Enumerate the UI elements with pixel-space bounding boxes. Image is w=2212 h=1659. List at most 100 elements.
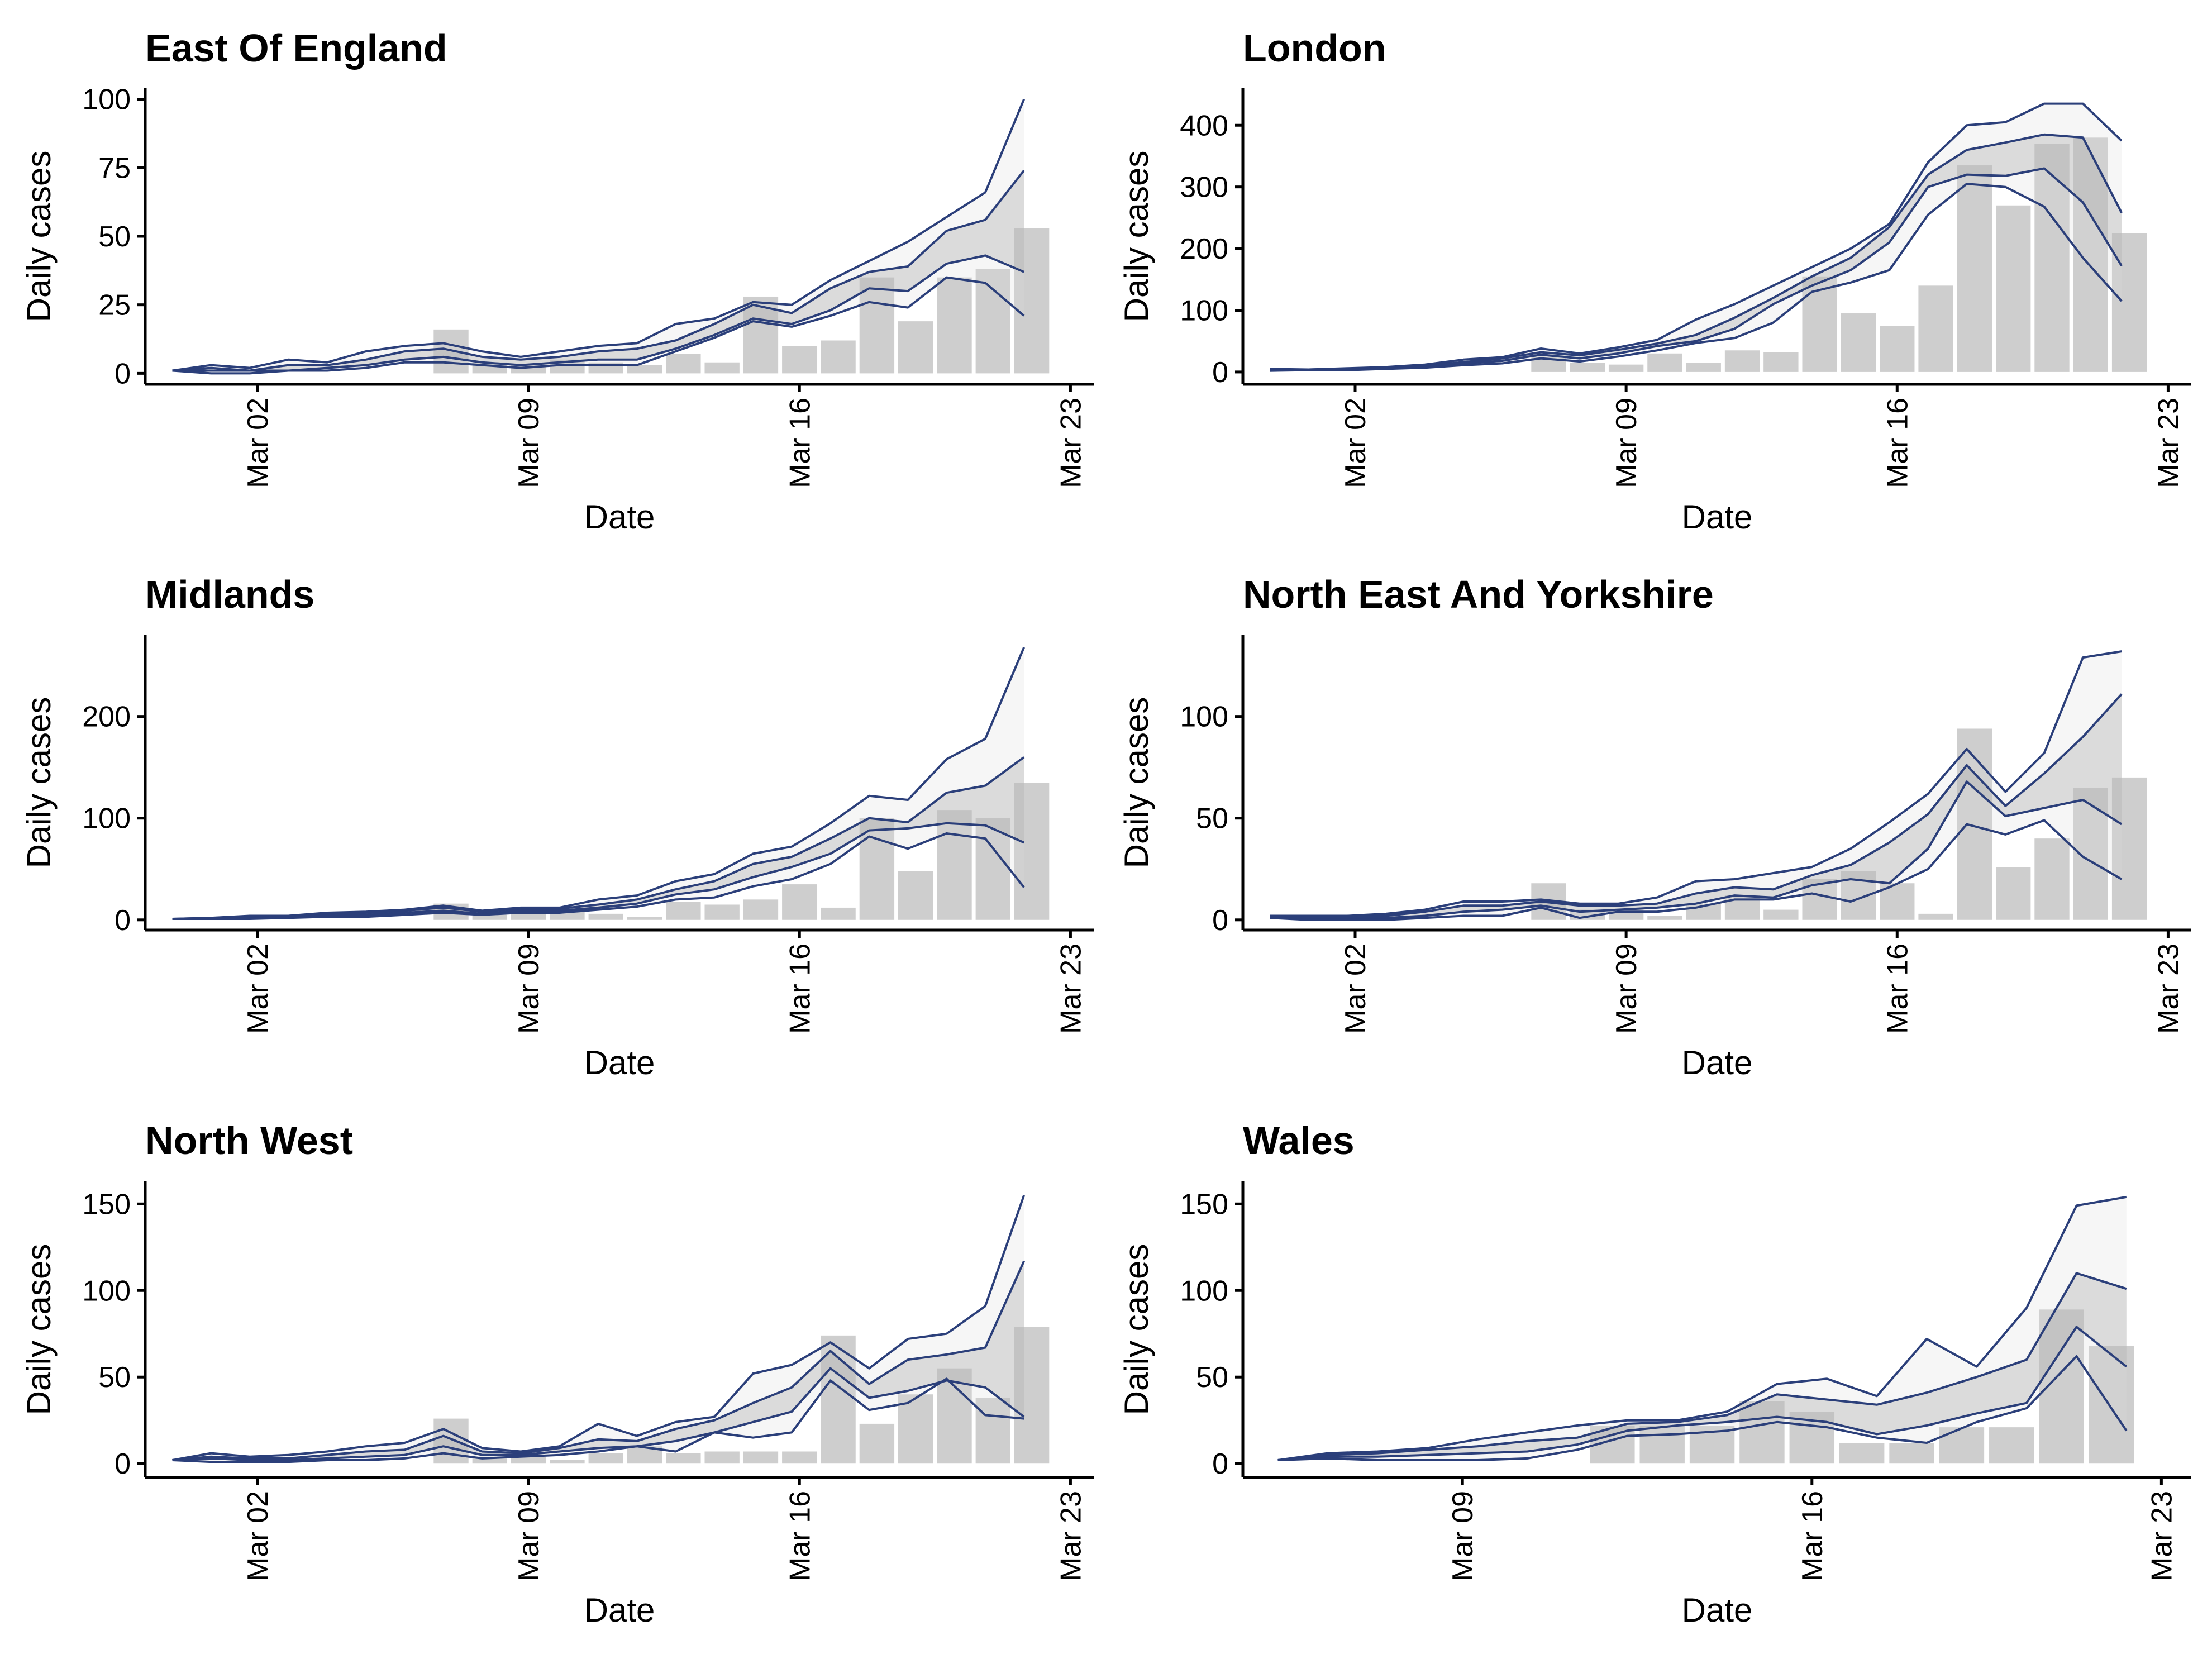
bar [1647, 916, 1682, 920]
x-axis-title: Date [1682, 1044, 1753, 1081]
panel-title: London [1243, 26, 1386, 70]
line-upper50 [172, 169, 1025, 372]
line-upper90 [172, 98, 1026, 372]
panel-title: Wales [1243, 1119, 1355, 1162]
bar [975, 269, 1010, 374]
y-tick-label: 100 [1180, 701, 1228, 733]
band-90 [172, 99, 1024, 374]
x-tick-label: Mar 16 [1796, 1491, 1829, 1581]
bar [898, 871, 933, 920]
x-tick-label: Mar 23 [1055, 943, 1087, 1034]
line-lower90 [172, 1377, 1024, 1463]
bar [859, 277, 895, 374]
bar [1639, 1426, 1685, 1464]
band-90 [172, 647, 1024, 919]
x-tick-label: Mar 23 [2152, 398, 2185, 488]
panel-2: London 0 100 200 300 400 Mar 02 Mar 09 Mar 16 Mar… [1118, 26, 2191, 536]
line-upper90 [1270, 650, 2122, 917]
bar [472, 914, 508, 920]
y-tick-label: 50 [98, 1361, 131, 1394]
bar [859, 1423, 895, 1464]
y-tick-label: 0 [1212, 904, 1228, 937]
bar [511, 1456, 546, 1464]
band-90 [172, 1195, 1024, 1462]
bar [511, 913, 546, 920]
line-upper50 [172, 756, 1025, 920]
band-50 [1270, 694, 2122, 918]
y-axis-title: Daily cases [1118, 697, 1155, 869]
bar [550, 1460, 585, 1464]
bar [1763, 909, 1799, 920]
y-tick-label: 200 [82, 701, 131, 733]
bar [821, 907, 856, 920]
bar [782, 346, 817, 374]
bar [1957, 165, 1992, 372]
line-lower90 [172, 276, 1025, 375]
panel-4: North East And Yorkshire 0 50 100 Mar 02 Mar … [1118, 573, 2191, 1081]
bar [937, 277, 972, 374]
x-axis-title: Date [1682, 1591, 1753, 1629]
x-tick-label: Mar 02 [242, 1491, 274, 1581]
panel-title: North West [145, 1119, 353, 1162]
x-tick-label: Mar 16 [1881, 943, 1914, 1034]
x-tick-label: Mar 02 [1339, 398, 1372, 488]
x-tick-label: Mar 09 [513, 1491, 545, 1581]
y-axis-title: Daily cases [20, 1244, 58, 1415]
y-tick-label: 50 [1196, 803, 1228, 835]
bar [782, 884, 817, 920]
bar [1608, 364, 1644, 372]
bar [1014, 228, 1050, 374]
bar [704, 904, 740, 920]
panel-1: East Of England 0 25 50 75 100 Mar 02 Mar 09 Mar… [20, 26, 1094, 536]
bar [1841, 313, 1876, 372]
line-lower90 [172, 832, 1025, 920]
panel-title: North East And Yorkshire [1243, 573, 1714, 616]
x-tick-label: Mar 09 [513, 398, 545, 488]
bar [1647, 353, 1682, 372]
bar [666, 354, 701, 374]
bar [627, 917, 662, 920]
y-tick-label: 150 [1180, 1188, 1228, 1221]
y-tick-label: 75 [98, 152, 131, 184]
line-upper90 [172, 647, 1026, 920]
y-tick-label: 400 [1180, 109, 1228, 142]
y-tick-label: 100 [82, 84, 131, 116]
bar [782, 1451, 817, 1464]
x-tick-label: Mar 02 [242, 943, 274, 1034]
x-tick-label: Mar 23 [1055, 1491, 1087, 1581]
x-tick-label: Mar 16 [1881, 398, 1914, 488]
line-upper50 [1277, 1272, 2127, 1461]
bar [1918, 913, 1953, 920]
line-upper90 [172, 1195, 1026, 1461]
x-axis-title: Date [1682, 498, 1753, 536]
y-tick-label: 0 [1212, 1448, 1228, 1480]
band-50 [1277, 1273, 2127, 1460]
line-upper50 [1270, 693, 2123, 919]
bar [937, 810, 972, 920]
bar [2111, 777, 2147, 920]
y-tick-label: 100 [82, 803, 131, 835]
bar [743, 1451, 779, 1464]
bar [588, 913, 623, 920]
bar [666, 1453, 701, 1464]
bar [1839, 1443, 1885, 1464]
y-tick-label: 0 [115, 904, 131, 937]
bar [1570, 363, 1605, 372]
panel-title: Midlands [145, 573, 314, 616]
x-axis-title: Date [584, 498, 655, 536]
y-tick-label: 200 [1180, 233, 1228, 265]
y-tick-label: 300 [1180, 171, 1228, 204]
y-tick-label: 50 [1196, 1361, 1228, 1394]
bar [2034, 144, 2070, 372]
bar [1996, 867, 2031, 920]
bar [859, 818, 895, 920]
x-tick-label: Mar 23 [2146, 1491, 2178, 1581]
x-tick-label: Mar 02 [1339, 943, 1372, 1034]
y-tick-label: 100 [82, 1275, 131, 1307]
band-90 [1270, 103, 2122, 371]
y-axis-title: Daily cases [1118, 1244, 1155, 1415]
line-lower50 [172, 254, 1024, 372]
bar [1763, 352, 1799, 372]
bar [2034, 838, 2070, 920]
panel-6: Wales 0 50 100 150 Mar 09 Mar 16 Mar 23 Date Dail… [1118, 1119, 2191, 1629]
